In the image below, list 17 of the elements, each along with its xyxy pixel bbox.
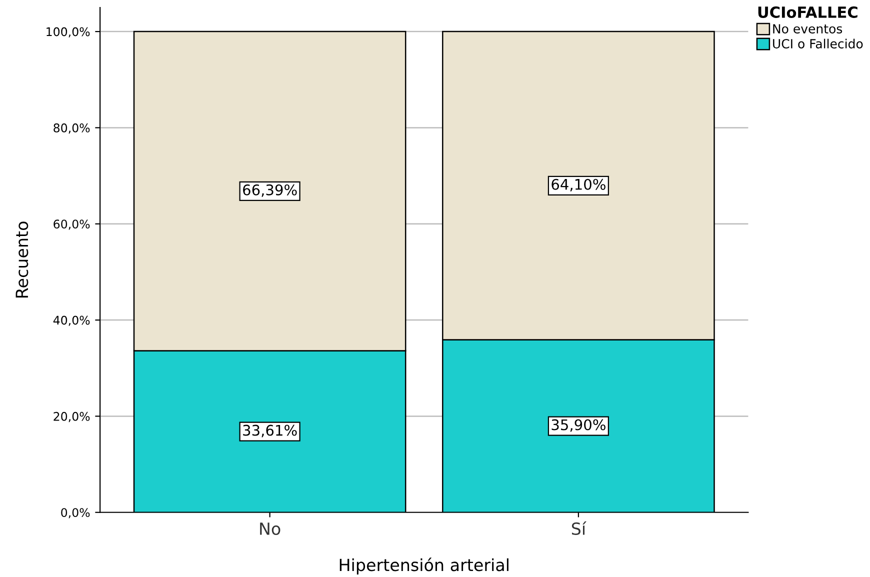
y-axis-title: Recuento	[16, 222, 28, 298]
y-tick-label: 80,0%	[54, 123, 90, 134]
data-label: 33,61%	[243, 424, 297, 438]
y-tick-label: 40,0%	[53, 316, 90, 326]
y-tick-label: 60,0%	[54, 220, 90, 230]
legend-label: No eventos	[773, 24, 842, 34]
x-axis-title: Hipertensión arterial	[340, 558, 508, 574]
data-label: 35,90%	[552, 419, 606, 432]
data-label: 64,10%	[552, 178, 606, 192]
y-tick-label: 0,0%	[61, 508, 90, 518]
legend-title: UCIoFALLEC	[758, 6, 858, 18]
y-tick-label: 20,0%	[54, 412, 90, 422]
x-tick-label: No	[260, 522, 280, 535]
legend-label: UCI o Fallecido	[773, 38, 863, 48]
y-tick-label: 100,0%	[46, 27, 90, 38]
data-label: 66,39%	[243, 184, 297, 197]
x-tick-label: Sí	[572, 521, 586, 535]
